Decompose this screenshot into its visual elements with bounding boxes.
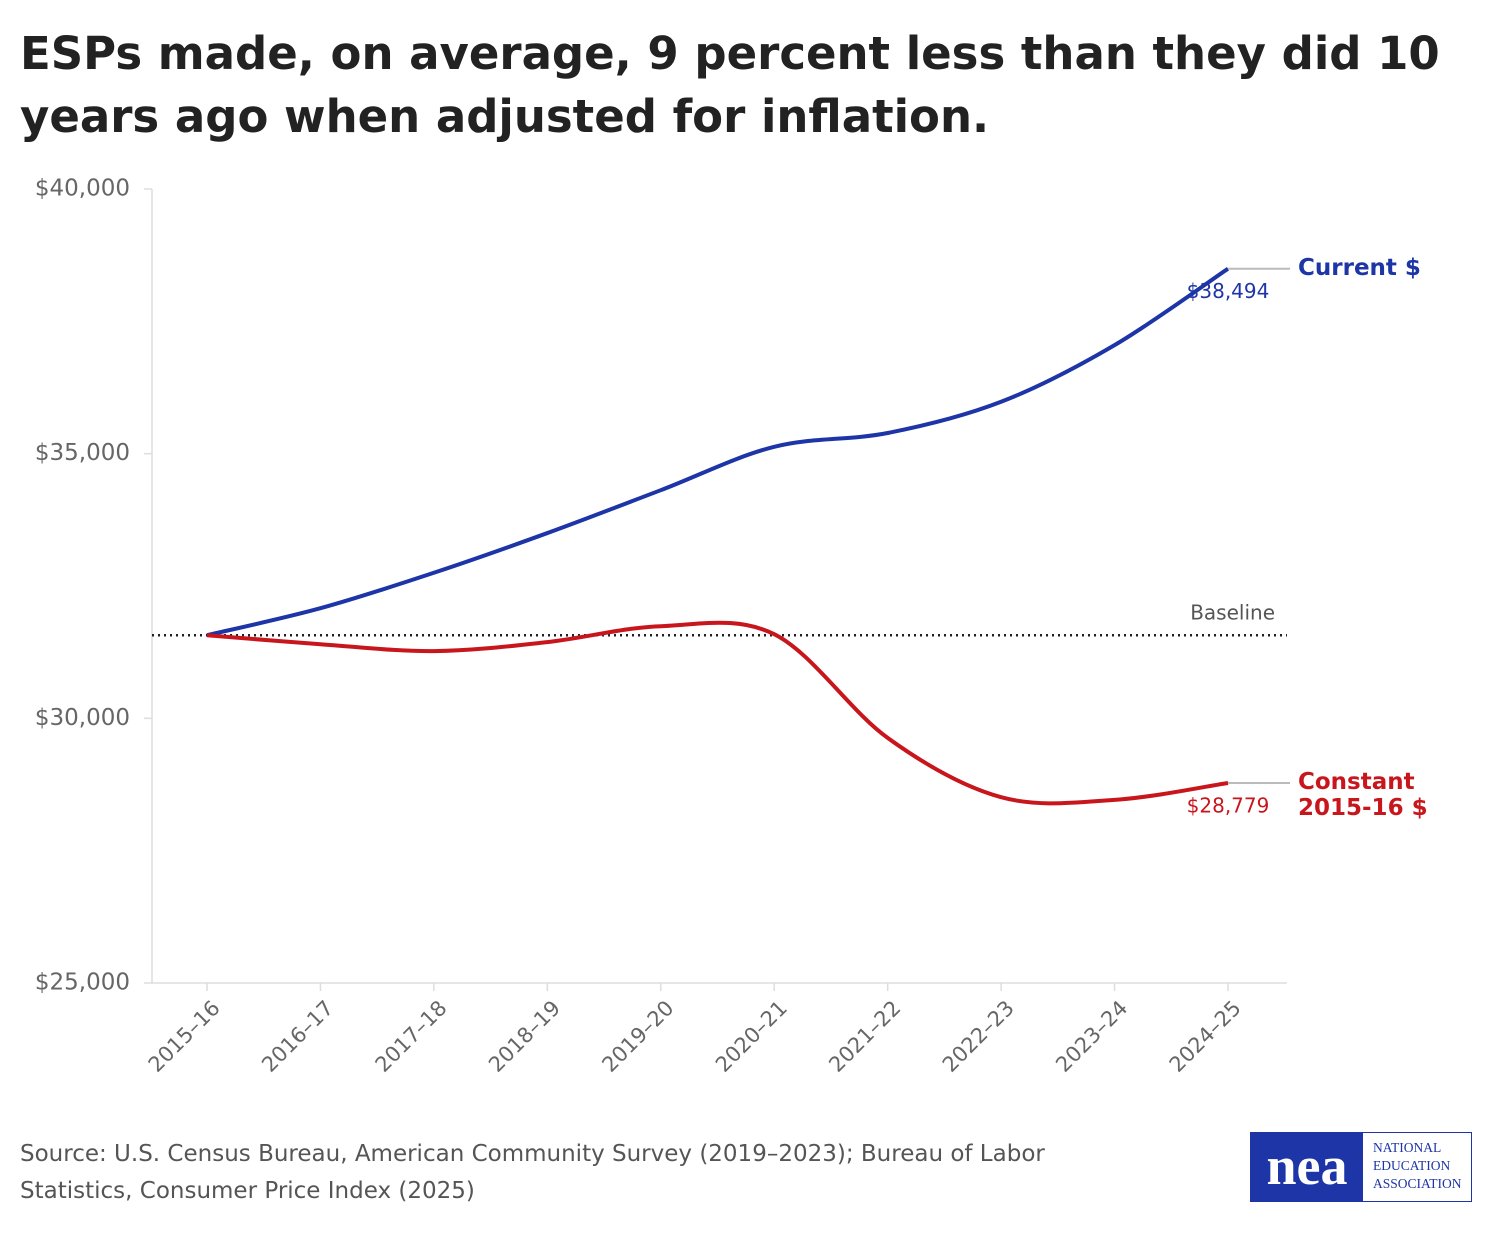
series-line (206, 620, 1229, 806)
y-tick-label: $35,000 (35, 440, 130, 466)
legend-label: Current $ (1298, 254, 1421, 281)
x-tick-label: 2020–21 (711, 996, 792, 1077)
logo-mark: nea (1251, 1133, 1363, 1201)
x-tick-label: 2021–22 (824, 996, 905, 1077)
logo-line: NATIONAL (1373, 1140, 1442, 1155)
x-tick-label: 2019–20 (597, 996, 678, 1077)
logo-line: EDUCATION (1373, 1158, 1451, 1173)
value-label: $28,779 (1187, 793, 1270, 817)
source-note: Source: U.S. Census Bureau, American Com… (20, 1141, 1045, 1204)
chart-title: ESPs made, on average, 9 percent less th… (20, 27, 1440, 143)
value-label: $38,494 (1187, 279, 1270, 303)
baseline-label: Baseline (1190, 601, 1275, 625)
y-tick-label: $25,000 (35, 970, 130, 996)
x-tick-label: 2024–25 (1165, 996, 1246, 1077)
x-tick-label: 2022–23 (938, 996, 1019, 1077)
series-line (206, 267, 1230, 638)
legend-label: Constant 2015-16 $ (1298, 768, 1428, 821)
x-tick-label: 2015–16 (144, 996, 225, 1077)
logo: nea NATIONAL EDUCATION ASSOCIATION (1250, 1132, 1472, 1202)
x-tick-label: 2018–19 (484, 996, 565, 1077)
x-tick-label: 2017–18 (371, 996, 452, 1077)
x-tick-label: 2016–17 (257, 996, 338, 1077)
logo-line: ASSOCIATION (1373, 1176, 1462, 1191)
logo-text: NATIONAL EDUCATION ASSOCIATION (1363, 1133, 1462, 1201)
y-tick-label: $30,000 (35, 705, 130, 731)
y-tick-label: $40,000 (35, 176, 130, 202)
x-tick-label: 2023–24 (1051, 996, 1132, 1077)
